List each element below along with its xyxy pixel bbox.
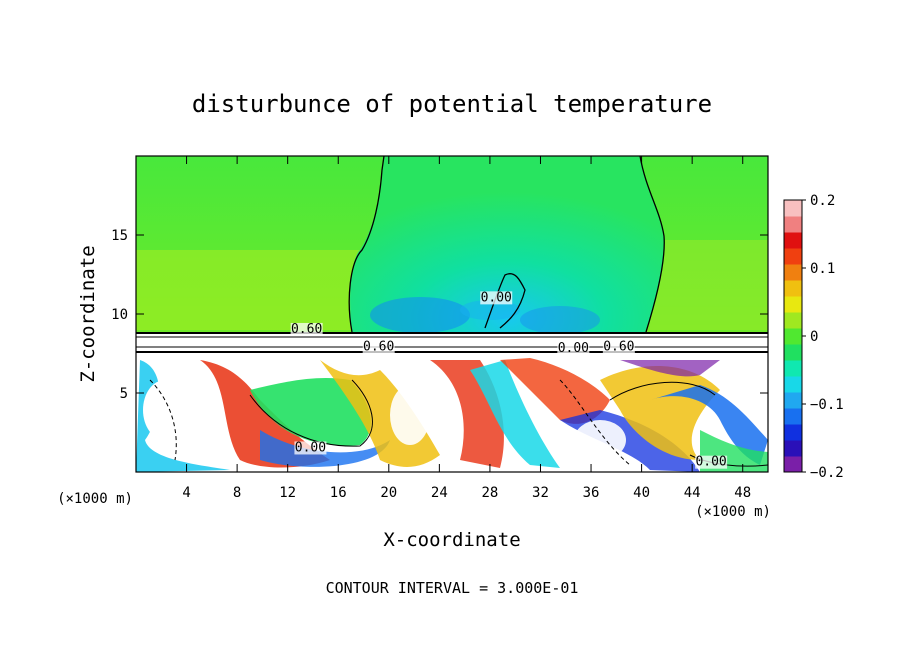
contour-label: 0.00: [695, 455, 726, 470]
z-unit-label: (×1000 m): [57, 491, 133, 507]
colorbar-tick-label: 0.2: [810, 193, 835, 209]
lower-contour-1: [249, 379, 373, 447]
contour-label-bg: [557, 341, 590, 355]
x-unit-label: (×1000 m): [695, 504, 771, 520]
x-tick-label: 28: [481, 485, 498, 501]
lower-swirl-2: [200, 360, 330, 468]
colorbar-swatch: [784, 248, 802, 265]
colorbar-swatch: [784, 440, 802, 457]
lower-white-patch-3: [574, 420, 626, 460]
x-tick-label: 32: [532, 485, 549, 501]
contour-label-bg: [362, 340, 395, 354]
x-tick-label: 24: [431, 485, 448, 501]
colorbar-swatch: [784, 200, 802, 217]
contour-labels: 0.60 0.60 0.00 0.60 0.00 0.00 0.00: [290, 290, 728, 470]
contour-label: 0.00: [295, 440, 326, 455]
colorbar-swatch: [784, 408, 802, 425]
plume-core-2: [520, 306, 600, 334]
x-tick-label: 8: [233, 485, 241, 501]
colorbar-frame: [783, 199, 803, 473]
colorbar-swatch: [784, 280, 802, 297]
x-tick-label: 48: [734, 485, 751, 501]
y-tick-label: 15: [111, 228, 128, 244]
inversion-band: [136, 332, 768, 354]
colorbar-swatch: [784, 296, 802, 313]
colorbar-swatch: [784, 312, 802, 329]
lower-swirl-4: [260, 430, 390, 467]
contour-label-bg: [480, 291, 513, 305]
colorbar-swatch: [784, 328, 802, 345]
lower-swirl-3: [250, 378, 371, 446]
colorbar-swatch: [784, 344, 802, 361]
chart-title: disturbunce of potential temperature: [192, 90, 712, 118]
x-tick-label: 20: [380, 485, 397, 501]
lower-white-patch-1: [143, 380, 187, 440]
plume-core-3: [460, 300, 520, 320]
x-tick-label: 36: [583, 485, 600, 501]
contour-label: 0.00: [481, 290, 512, 305]
colorbar-swatch: [784, 456, 802, 473]
y-axis-ticks: 5 10 15: [111, 228, 768, 402]
y-axis-label: Z-coordinate: [77, 245, 99, 382]
colorbar-swatch: [784, 264, 802, 281]
x-tick-label: 16: [330, 485, 347, 501]
lower-swirl-8: [500, 358, 610, 424]
cool-plume: [350, 156, 665, 336]
contour-label-bg: [294, 441, 327, 455]
y-tick-label: 5: [120, 386, 128, 402]
x-tick-label: 12: [279, 485, 296, 501]
x-axis-ticks: 4 8 12 16 20 24 28 32 36 40 44 48: [182, 156, 751, 501]
lower-white-patch-2: [390, 385, 430, 445]
contour-label-bg: [602, 340, 635, 354]
lower-swirl-7: [470, 360, 560, 468]
x-tick-label: 44: [684, 485, 701, 501]
x-tick-label: 40: [633, 485, 650, 501]
colorbar-tick-label: 0: [810, 329, 818, 345]
plume-contour: [348, 156, 665, 333]
colorbar: −0.2 −0.1 0 0.1 0.2: [784, 193, 844, 481]
x-tick-label: 4: [182, 485, 190, 501]
lower-contour-2: [149, 379, 631, 466]
x-axis-label: X-coordinate: [383, 529, 520, 551]
contour-label: 0.00: [558, 341, 589, 356]
colorbar-swatch: [784, 392, 802, 409]
colorbar-swatch: [784, 376, 802, 393]
y-tick-label: 10: [111, 307, 128, 323]
lower-swirl-12: [620, 360, 720, 377]
colorbar-swatch: [784, 360, 802, 377]
contour-label-bg: [695, 455, 728, 469]
contour-label: 0.60: [603, 339, 634, 354]
lower-swirl-11: [650, 385, 768, 465]
contour-label-bg: [290, 322, 323, 336]
contour-label: 0.60: [363, 339, 394, 354]
colorbar-tick-label: 0.1: [810, 261, 835, 277]
colorbar-tick-label: −0.2: [810, 465, 844, 481]
plume-core: [370, 297, 470, 333]
upper-right-yellow: [650, 240, 768, 330]
colorbar-swatch: [784, 216, 802, 233]
colorbar-swatch: [784, 232, 802, 249]
contour-interval-note: CONTOUR INTERVAL = 3.000E-01: [326, 579, 579, 597]
heatmap-field: [136, 156, 768, 472]
colorbar-swatch: [784, 424, 802, 441]
contour-label: 0.60: [291, 322, 322, 337]
colorbar-tick-label: −0.1: [810, 397, 844, 413]
